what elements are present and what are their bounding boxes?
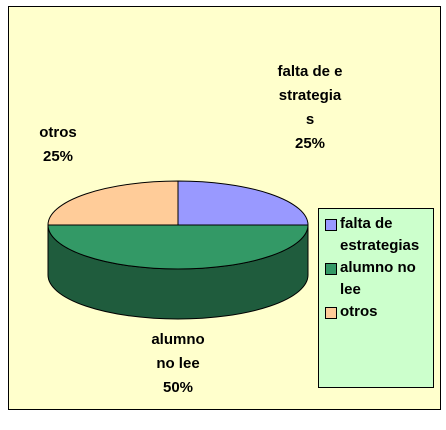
legend-label: otros [340,303,378,320]
data-label-value: 25% [294,135,326,152]
slice [47,180,179,226]
legend-entry: otros [323,301,429,323]
legend-swatch [325,263,337,275]
data-label-name: otros [39,124,77,141]
legend: falta de estrategias alumno no lee otros [318,208,434,388]
legend-label: alumno no lee [340,259,416,298]
data-label: alumno no lee 50% [147,328,209,400]
legend-swatch [325,219,337,231]
legend-entry: falta de estrategias [323,213,429,257]
slice [47,224,309,270]
data-label-value: 25% [42,148,74,165]
legend-swatch [325,307,337,319]
data-label-name: alumno no lee [151,331,205,372]
data-label-value: 50% [162,379,194,396]
data-label: falta de estrategias 25% [276,60,344,156]
legend-entry: alumno no lee [323,257,429,301]
slice [177,180,309,226]
data-label-name: falta de estrategias [277,63,343,128]
legend-label: falta de estrategias [340,215,420,254]
data-label: otros 25% [27,121,89,169]
